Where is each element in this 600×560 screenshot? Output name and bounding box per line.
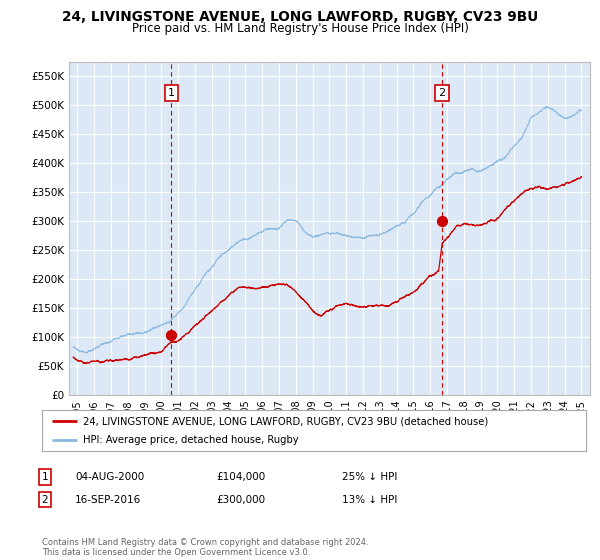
Text: 1: 1: [167, 88, 175, 98]
Text: 13% ↓ HPI: 13% ↓ HPI: [342, 494, 397, 505]
Text: 24, LIVINGSTONE AVENUE, LONG LAWFORD, RUGBY, CV23 9BU: 24, LIVINGSTONE AVENUE, LONG LAWFORD, RU…: [62, 10, 538, 24]
Text: HPI: Average price, detached house, Rugby: HPI: Average price, detached house, Rugb…: [83, 435, 298, 445]
Text: £300,000: £300,000: [216, 494, 265, 505]
Text: 2: 2: [41, 494, 49, 505]
Text: Contains HM Land Registry data © Crown copyright and database right 2024.
This d: Contains HM Land Registry data © Crown c…: [42, 538, 368, 557]
Text: 04-AUG-2000: 04-AUG-2000: [75, 472, 144, 482]
Text: Price paid vs. HM Land Registry's House Price Index (HPI): Price paid vs. HM Land Registry's House …: [131, 22, 469, 35]
Point: [166, 330, 176, 339]
Text: 24, LIVINGSTONE AVENUE, LONG LAWFORD, RUGBY, CV23 9BU (detached house): 24, LIVINGSTONE AVENUE, LONG LAWFORD, RU…: [83, 417, 488, 426]
Text: £104,000: £104,000: [216, 472, 265, 482]
Text: 16-SEP-2016: 16-SEP-2016: [75, 494, 141, 505]
Text: 25% ↓ HPI: 25% ↓ HPI: [342, 472, 397, 482]
Point: [437, 217, 447, 226]
Text: 1: 1: [41, 472, 49, 482]
Text: 2: 2: [439, 88, 446, 98]
